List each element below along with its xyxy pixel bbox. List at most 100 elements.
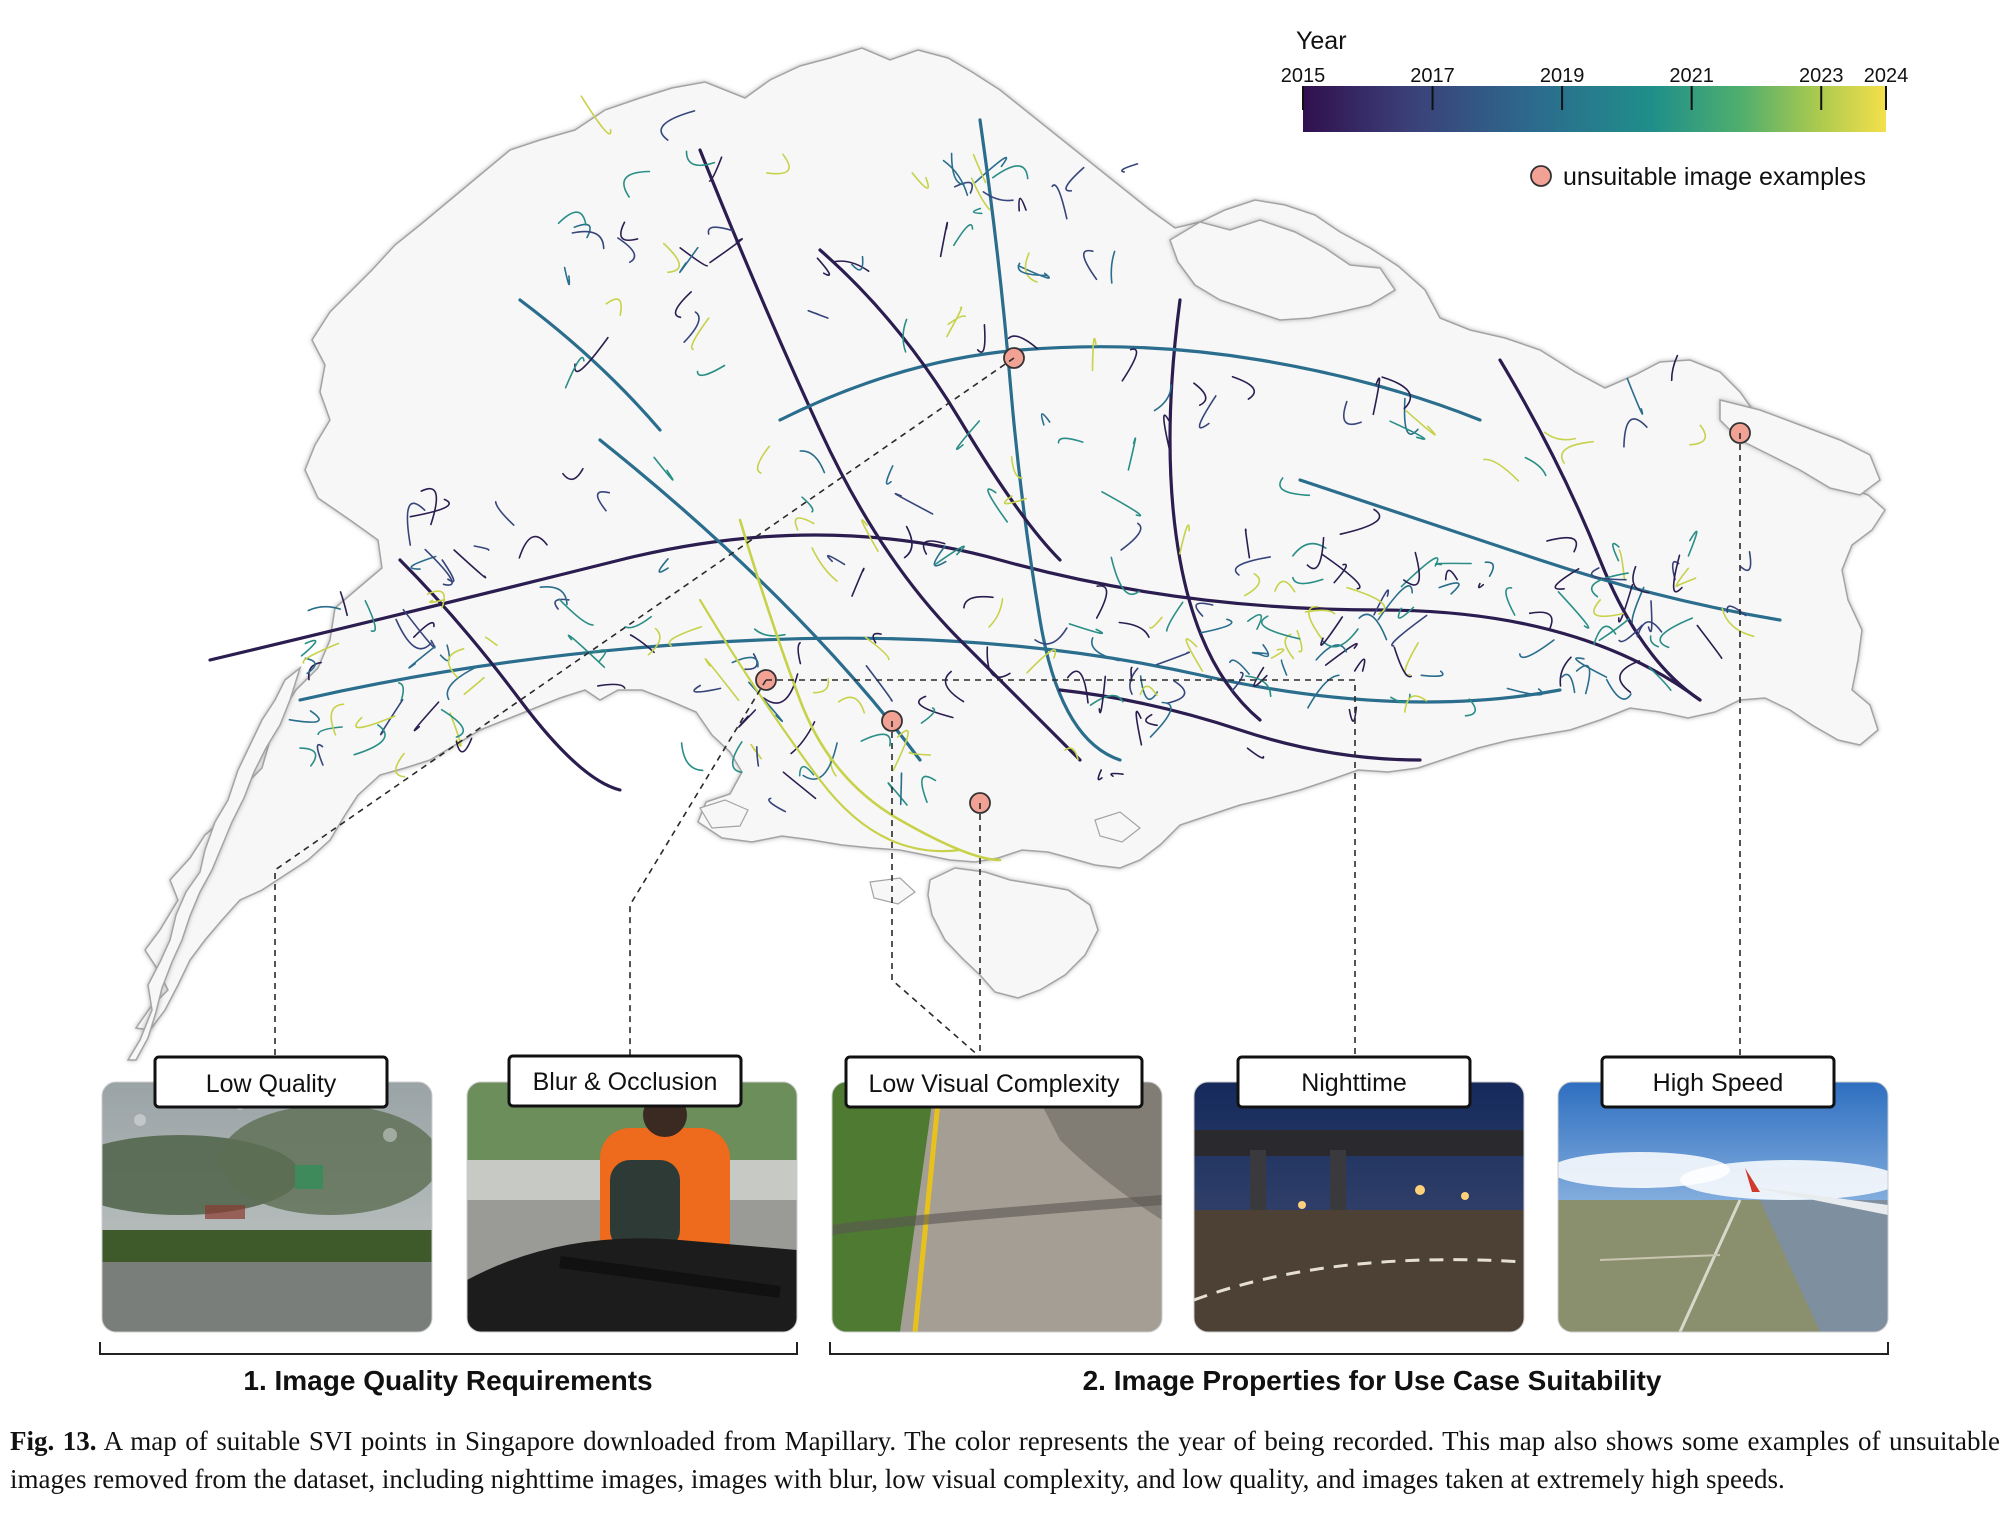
road-local: [1095, 585, 1108, 619]
road-local: [420, 487, 438, 526]
road-local: [1040, 413, 1051, 426]
road-local: [1091, 637, 1120, 662]
road-local: [1034, 627, 1068, 645]
road-local: [1118, 621, 1150, 638]
road-local: [453, 549, 487, 579]
road-local: [1153, 384, 1173, 412]
road-local: [563, 266, 571, 286]
photo-blur-occlusion: [467, 1082, 797, 1332]
road-local: [982, 191, 1014, 202]
road-local: [1543, 431, 1576, 441]
road-local: [1670, 354, 1679, 382]
road-local: [911, 172, 930, 189]
road-local: [1292, 576, 1324, 585]
road-local: [1010, 456, 1023, 479]
road-local: [987, 488, 1008, 523]
road-local: [801, 496, 814, 513]
road-local: [762, 673, 799, 704]
road-local: [1391, 614, 1428, 647]
road-local: [851, 255, 864, 271]
road-local: [1166, 680, 1186, 705]
road-local: [307, 605, 342, 612]
road-artery: [298, 636, 1562, 704]
bracket-suitability: [829, 1342, 1889, 1355]
colorbar-tick-label: 2023: [1799, 65, 1844, 87]
road-local: [1381, 376, 1411, 410]
road-local: [426, 590, 445, 609]
road-local: [1618, 549, 1626, 581]
leader-lines: [274, 357, 1741, 1058]
ubin-land: [1169, 219, 1397, 321]
road-local: [1464, 698, 1476, 717]
marker-swatch: [1530, 165, 1552, 187]
road-local: [302, 642, 340, 664]
road-local: [680, 742, 704, 772]
road-local: [1444, 569, 1458, 581]
road-local: [307, 661, 322, 681]
road-local: [1129, 667, 1139, 695]
road-local: [1593, 599, 1624, 618]
road-artery: [518, 298, 662, 432]
road-local: [1403, 551, 1421, 586]
road-local: [663, 242, 680, 274]
road-local: [447, 648, 465, 679]
road-local: [288, 710, 320, 723]
road-local: [1304, 609, 1336, 615]
road-local: [1127, 437, 1137, 471]
road-local: [398, 682, 405, 702]
road-local: [811, 547, 838, 582]
road-local: [678, 246, 699, 274]
road-local: [592, 649, 607, 662]
road-local: [623, 170, 651, 198]
road-local: [1675, 577, 1697, 587]
road-local: [708, 156, 723, 182]
road-local: [992, 165, 1029, 180]
road-local: [922, 540, 946, 555]
road-local: [944, 670, 965, 703]
tuas-land: [126, 665, 302, 1061]
road-local: [1270, 648, 1285, 659]
road-local: [1308, 605, 1323, 640]
road-local: [1343, 400, 1362, 426]
road-local: [1246, 747, 1265, 759]
road-local: [316, 743, 324, 766]
road-local: [899, 772, 903, 806]
road-local: [558, 598, 594, 626]
road-local: [353, 724, 386, 756]
road-local: [1546, 536, 1578, 553]
road-local: [696, 364, 726, 377]
road-local: [564, 356, 585, 389]
leader-line: [274, 357, 1015, 1057]
road-artery: [1058, 688, 1422, 762]
road-local: [1619, 660, 1641, 694]
road-recent: [738, 518, 1002, 862]
road-local: [1120, 522, 1142, 551]
road-network: [208, 95, 1782, 862]
road-local: [1139, 685, 1158, 697]
road-local: [1389, 420, 1426, 440]
road-local: [1575, 657, 1608, 678]
singapore-land: [134, 47, 1886, 1031]
road-local: [756, 445, 771, 474]
road-local: [1110, 250, 1116, 284]
colorbar-tick-label: 2021: [1669, 65, 1714, 87]
photo-nighttime: [1194, 1082, 1524, 1332]
road-local: [1721, 607, 1755, 638]
road-local: [1726, 605, 1747, 617]
road-local: [1626, 377, 1644, 415]
road-local: [693, 684, 722, 693]
group-brackets: [99, 1342, 1889, 1355]
label-blur-occlusion: Blur & Occlusion: [507, 1054, 743, 1108]
road-local: [953, 224, 974, 247]
road-local: [620, 221, 639, 241]
road-local: [812, 677, 830, 694]
road-local: [1505, 587, 1516, 616]
road-local: [953, 181, 974, 194]
road-local: [744, 653, 758, 671]
road-local: [1279, 477, 1311, 497]
road-local: [976, 324, 986, 353]
road-local: [864, 636, 890, 661]
road-local: [440, 708, 465, 738]
road-local: [562, 467, 584, 481]
